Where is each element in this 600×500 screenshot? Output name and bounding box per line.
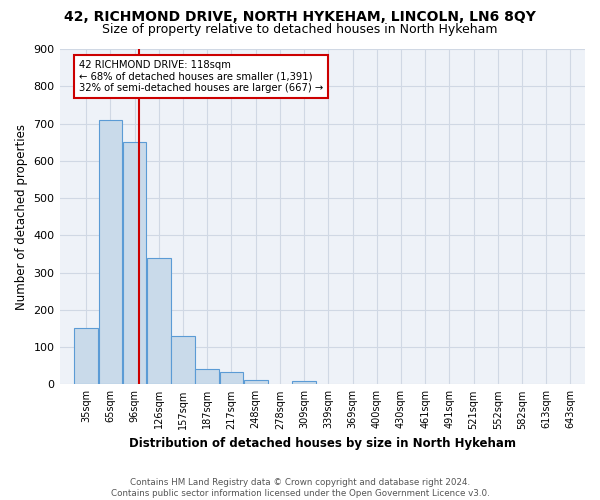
Text: 42 RICHMOND DRIVE: 118sqm
← 68% of detached houses are smaller (1,391)
32% of se: 42 RICHMOND DRIVE: 118sqm ← 68% of detac… [79,60,323,94]
Bar [292,382,316,384]
Bar [74,328,98,384]
Text: Contains HM Land Registry data © Crown copyright and database right 2024.
Contai: Contains HM Land Registry data © Crown c… [110,478,490,498]
Bar [196,368,219,384]
Bar [171,336,195,384]
Bar [147,258,170,384]
X-axis label: Distribution of detached houses by size in North Hykeham: Distribution of detached houses by size … [129,437,516,450]
Bar [244,380,268,384]
Text: 42, RICHMOND DRIVE, NORTH HYKEHAM, LINCOLN, LN6 8QY: 42, RICHMOND DRIVE, NORTH HYKEHAM, LINCO… [64,10,536,24]
Bar [98,120,122,384]
Text: Size of property relative to detached houses in North Hykeham: Size of property relative to detached ho… [102,22,498,36]
Bar [220,372,244,384]
Bar [123,142,146,384]
Y-axis label: Number of detached properties: Number of detached properties [15,124,28,310]
